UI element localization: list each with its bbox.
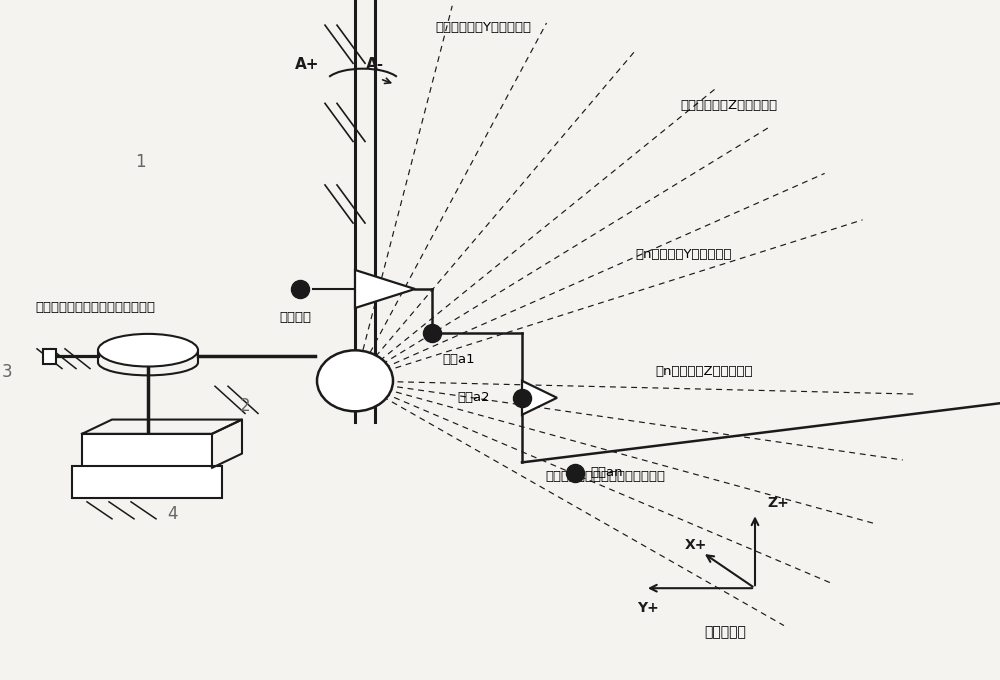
Polygon shape xyxy=(355,270,415,308)
Text: 第n次摆角前Z轴运动距离: 第n次摆角前Z轴运动距离 xyxy=(655,365,753,379)
Text: 3: 3 xyxy=(2,363,13,381)
Text: 第一次摆角前Z轴运动距离: 第一次摆角前Z轴运动距离 xyxy=(680,99,777,112)
Bar xyxy=(43,349,56,364)
Text: A+: A+ xyxy=(295,57,319,72)
Text: Z+: Z+ xyxy=(767,496,789,509)
Text: 箭头方向为负向摆角机床运动轨迹: 箭头方向为负向摆角机床运动轨迹 xyxy=(545,469,665,483)
Text: 摆角a2: 摆角a2 xyxy=(457,391,490,405)
Text: 箭头方向为正向摆角机床运动轨迹: 箭头方向为正向摆角机床运动轨迹 xyxy=(35,301,155,314)
Text: 机床坐标系: 机床坐标系 xyxy=(704,626,746,639)
Text: 摆角an: 摆角an xyxy=(590,466,623,479)
Text: X+: X+ xyxy=(684,538,707,552)
Text: 第一次摆角前Y轴运动距离: 第一次摆角前Y轴运动距离 xyxy=(435,20,531,34)
Text: 坐标原点: 坐标原点 xyxy=(279,311,311,324)
Ellipse shape xyxy=(317,350,393,411)
Text: 4: 4 xyxy=(167,505,178,523)
Bar xyxy=(72,466,222,498)
Text: 摆角a1: 摆角a1 xyxy=(442,352,475,366)
Ellipse shape xyxy=(98,334,198,367)
Text: 2: 2 xyxy=(240,397,251,415)
Text: Y+: Y+ xyxy=(637,601,659,615)
Text: A-: A- xyxy=(366,57,384,72)
Text: 第n次摆角前Y轴运动距离: 第n次摆角前Y轴运动距离 xyxy=(635,248,732,262)
Bar xyxy=(82,434,212,468)
Polygon shape xyxy=(522,381,557,415)
Text: 1: 1 xyxy=(135,152,146,171)
